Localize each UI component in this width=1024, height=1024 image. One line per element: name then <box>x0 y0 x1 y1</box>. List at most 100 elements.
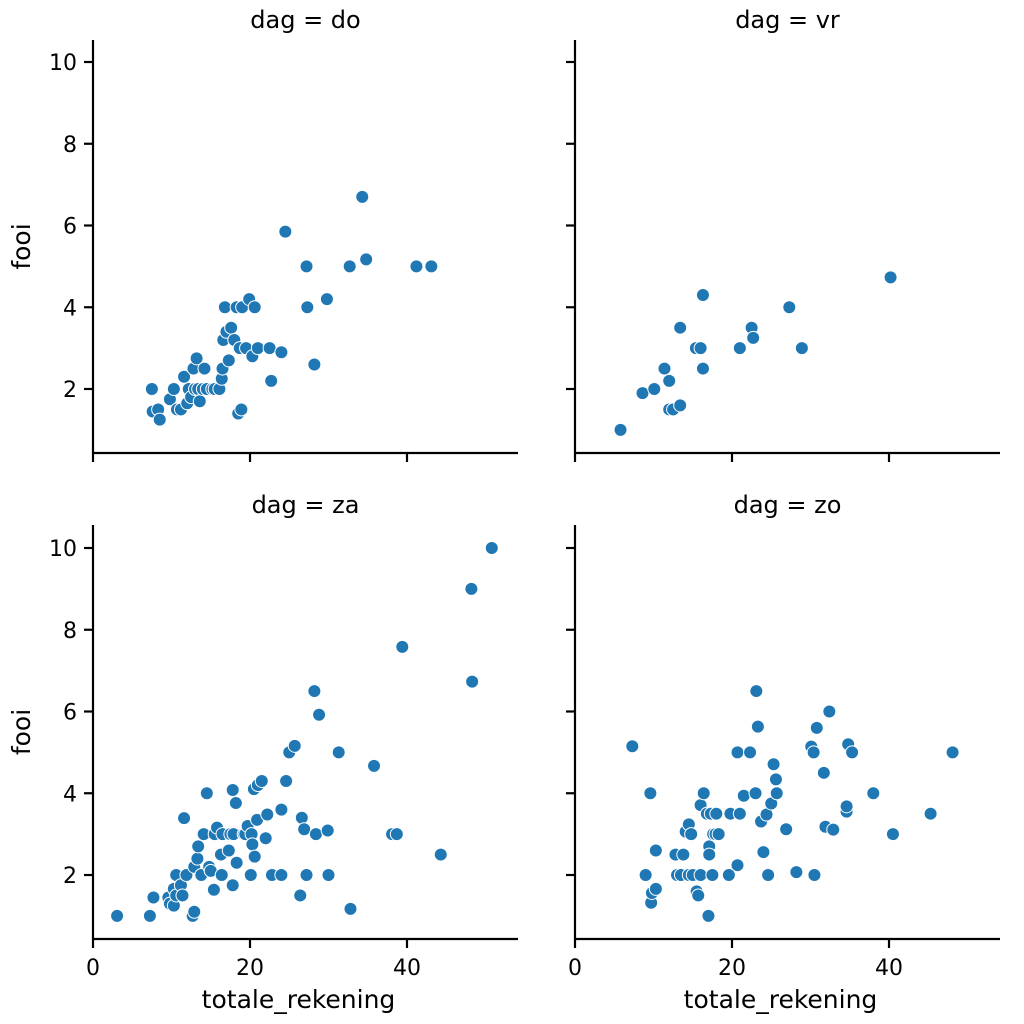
data-point <box>320 823 335 838</box>
data-point <box>695 287 710 302</box>
data-point <box>225 878 240 893</box>
data-point <box>779 822 794 837</box>
data-point <box>221 353 236 368</box>
data-point <box>749 684 764 699</box>
data-point <box>197 361 212 376</box>
y-tick-label-4: 4 <box>63 296 77 321</box>
data-point <box>691 888 706 903</box>
y-tick-label-10: 10 <box>49 537 77 562</box>
data-point <box>701 908 716 923</box>
data-point <box>883 270 898 285</box>
data-point <box>613 422 628 437</box>
y-axis-label: fooi <box>7 223 36 269</box>
data-point <box>866 786 881 801</box>
data-point <box>254 773 269 788</box>
data-point <box>750 719 765 734</box>
data-point <box>260 807 275 822</box>
data-point <box>191 839 206 854</box>
data-point <box>177 369 192 384</box>
data-point <box>389 827 404 842</box>
data-point <box>709 806 724 821</box>
data-point <box>300 300 315 315</box>
data-point <box>359 252 374 267</box>
data-point <box>684 827 699 842</box>
data-point <box>293 888 308 903</box>
data-point <box>343 901 358 916</box>
data-point <box>484 541 499 555</box>
y-tick-label-2: 2 <box>63 378 77 403</box>
data-point <box>287 738 302 753</box>
data-point <box>743 745 758 760</box>
data-point <box>307 357 322 372</box>
data-point <box>643 786 658 801</box>
panel-title-dag-za: dag = za <box>252 491 360 519</box>
data-point <box>274 802 289 817</box>
data-point <box>144 382 159 396</box>
data-point <box>782 300 797 315</box>
data-point <box>702 847 717 862</box>
data-point <box>945 745 960 760</box>
data-point <box>732 341 747 356</box>
data-point <box>312 707 327 722</box>
data-point <box>635 386 650 401</box>
data-point <box>221 843 236 858</box>
data-point <box>705 868 720 882</box>
data-point <box>816 765 831 780</box>
data-point <box>721 868 736 882</box>
data-point <box>809 720 824 735</box>
y-tick-label-8: 8 <box>63 133 77 158</box>
panel-title-dag-zo: dag = zo <box>734 491 842 519</box>
data-point <box>748 786 763 801</box>
y-tick-label-4: 4 <box>63 782 77 807</box>
data-point <box>695 361 710 376</box>
data-point <box>190 851 205 866</box>
data-point <box>673 320 688 335</box>
data-point <box>264 373 279 388</box>
data-point <box>308 827 323 842</box>
y-axis-label: fooi <box>7 709 36 755</box>
x-tick-label-40: 40 <box>393 956 421 981</box>
data-point <box>294 810 309 825</box>
data-point <box>146 890 161 905</box>
data-point <box>464 581 479 596</box>
data-point <box>839 799 854 814</box>
data-point <box>189 351 204 366</box>
data-point <box>166 382 181 396</box>
data-point <box>395 639 410 654</box>
data-point <box>234 402 249 417</box>
data-point <box>822 704 837 719</box>
data-point <box>279 773 294 788</box>
data-point <box>299 868 314 882</box>
data-point <box>845 745 860 760</box>
data-point <box>625 739 640 754</box>
data-point <box>465 674 480 689</box>
data-point <box>274 345 289 360</box>
data-point <box>355 189 370 204</box>
data-point <box>243 868 258 882</box>
data-point <box>297 822 312 837</box>
data-point <box>367 758 382 773</box>
y-tick-label-6: 6 <box>63 215 77 240</box>
data-point <box>214 868 229 882</box>
data-point <box>192 394 207 409</box>
data-point <box>806 745 821 760</box>
data-point <box>736 788 751 803</box>
data-point <box>247 300 262 315</box>
data-point <box>299 259 314 274</box>
y-tick-label-2: 2 <box>63 864 77 889</box>
data-point <box>693 341 708 356</box>
data-point <box>319 292 334 307</box>
data-point <box>676 847 691 862</box>
data-point <box>175 888 190 903</box>
data-point <box>217 300 232 315</box>
data-point <box>711 827 726 842</box>
data-point <box>662 373 677 388</box>
data-point <box>245 837 260 852</box>
data-point <box>732 806 747 821</box>
data-point <box>768 772 783 787</box>
x-tick-label-0: 0 <box>86 956 100 981</box>
x-tick-label-0: 0 <box>568 956 582 981</box>
data-point <box>794 341 809 356</box>
data-point <box>766 757 781 772</box>
